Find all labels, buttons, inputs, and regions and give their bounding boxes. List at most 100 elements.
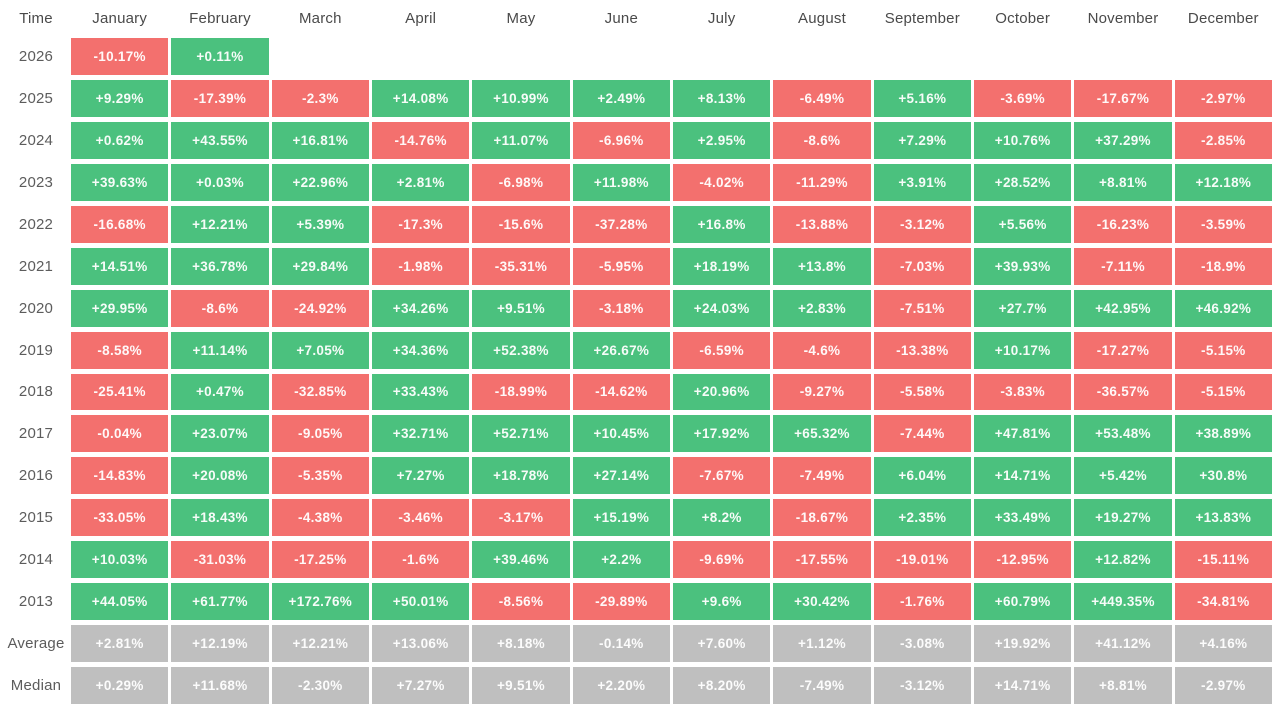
return-cell: -11.29% <box>773 163 871 201</box>
return-cell: +10.17% <box>974 331 1072 369</box>
return-cell: -5.95% <box>572 247 670 285</box>
return-cell: -6.98% <box>472 163 570 201</box>
month-header-august: August <box>798 9 846 27</box>
return-cell: +33.43% <box>372 373 470 411</box>
return-cell: +10.03% <box>71 541 169 579</box>
return-cell: +28.52% <box>974 163 1072 201</box>
return-cell: +7.27% <box>372 667 470 704</box>
return-cell: +44.05% <box>71 583 169 621</box>
month-header-october: October <box>995 9 1051 27</box>
return-cell: +46.92% <box>1174 289 1272 327</box>
return-cell: +12.21% <box>271 625 369 663</box>
row-label-2023: 2023 <box>18 173 54 191</box>
return-cell: +20.08% <box>171 457 269 495</box>
return-cell: +16.8% <box>673 205 771 243</box>
return-cell: +18.78% <box>472 457 570 495</box>
row-label-2015: 2015 <box>18 509 54 527</box>
return-cell: -1.76% <box>873 583 971 621</box>
return-cell: -2.97% <box>1174 667 1272 704</box>
row-label-2017: 2017 <box>18 425 54 443</box>
return-cell: -7.11% <box>1074 247 1172 285</box>
return-cell: -17.55% <box>773 541 871 579</box>
return-cell: -3.69% <box>974 79 1072 117</box>
return-cell: -17.27% <box>1074 331 1172 369</box>
return-cell: -15.6% <box>472 205 570 243</box>
return-cell: +16.81% <box>271 121 369 159</box>
return-cell: -0.04% <box>71 415 169 453</box>
return-cell: +11.07% <box>472 121 570 159</box>
return-cell: -18.9% <box>1174 247 1272 285</box>
return-cell: -5.58% <box>873 373 971 411</box>
return-cell: -3.83% <box>974 373 1072 411</box>
row-label-2019: 2019 <box>18 341 54 359</box>
return-cell: -15.11% <box>1174 541 1272 579</box>
return-cell: -18.67% <box>773 499 871 537</box>
return-cell: +26.67% <box>572 331 670 369</box>
return-cell: +33.49% <box>974 499 1072 537</box>
return-cell: -7.49% <box>773 667 871 704</box>
return-cell: +2.35% <box>873 499 971 537</box>
return-cell: +60.79% <box>974 583 1072 621</box>
return-cell: -24.92% <box>271 289 369 327</box>
return-cell: +29.84% <box>271 247 369 285</box>
return-cell: -4.38% <box>271 499 369 537</box>
return-cell: +2.83% <box>773 289 871 327</box>
return-cell: -19.01% <box>873 541 971 579</box>
return-cell: +172.76% <box>271 583 369 621</box>
return-cell: -2.30% <box>271 667 369 704</box>
return-cell: +24.03% <box>673 289 771 327</box>
return-cell: +5.16% <box>873 79 971 117</box>
return-cell: +30.42% <box>773 583 871 621</box>
return-cell: +15.19% <box>572 499 670 537</box>
row-label-2022: 2022 <box>18 215 54 233</box>
return-cell: -16.68% <box>71 205 169 243</box>
return-cell: -37.28% <box>572 205 670 243</box>
return-cell: +10.45% <box>572 415 670 453</box>
return-cell: -8.6% <box>773 121 871 159</box>
month-header-september: September <box>884 9 960 27</box>
return-cell: +4.16% <box>1174 625 1272 663</box>
return-cell: -16.23% <box>1074 205 1172 243</box>
return-cell: +5.56% <box>974 205 1072 243</box>
return-cell: +449.35% <box>1074 583 1172 621</box>
return-cell: +8.20% <box>673 667 771 704</box>
return-cell: +7.27% <box>372 457 470 495</box>
month-header-march: March <box>298 9 342 27</box>
return-cell: +42.95% <box>1074 289 1172 327</box>
return-cell: -14.76% <box>372 121 470 159</box>
empty-cell <box>272 38 369 75</box>
return-cell: +0.29% <box>71 667 169 704</box>
return-cell: -5.35% <box>271 457 369 495</box>
return-cell: -2.85% <box>1174 121 1272 159</box>
return-cell: -8.56% <box>472 583 570 621</box>
return-cell: +10.76% <box>974 121 1072 159</box>
return-cell: +9.6% <box>673 583 771 621</box>
return-cell: -2.3% <box>271 79 369 117</box>
empty-cell <box>974 38 1071 75</box>
return-cell: -0.14% <box>572 625 670 663</box>
return-cell: -14.62% <box>572 373 670 411</box>
return-cell: -4.02% <box>673 163 771 201</box>
row-label-2025: 2025 <box>18 89 54 107</box>
return-cell: +5.42% <box>1074 457 1172 495</box>
month-header-february: February <box>189 9 251 27</box>
return-cell: -10.17% <box>71 38 169 75</box>
return-cell: -13.88% <box>773 205 871 243</box>
return-cell: +19.27% <box>1074 499 1172 537</box>
return-cell: -17.39% <box>171 79 269 117</box>
return-cell: +29.95% <box>71 289 169 327</box>
empty-cell <box>1074 38 1171 75</box>
return-cell: +8.18% <box>472 625 570 663</box>
return-cell: -13.38% <box>873 331 971 369</box>
return-cell: +32.71% <box>372 415 470 453</box>
return-cell: -3.46% <box>372 499 470 537</box>
return-cell: +19.92% <box>974 625 1072 663</box>
empty-cell <box>673 38 770 75</box>
return-cell: +12.21% <box>171 205 269 243</box>
row-label-2016: 2016 <box>18 467 54 485</box>
return-cell: -17.25% <box>271 541 369 579</box>
row-label-2021: 2021 <box>18 257 54 275</box>
return-cell: -3.12% <box>873 667 971 704</box>
return-cell: -7.49% <box>773 457 871 495</box>
